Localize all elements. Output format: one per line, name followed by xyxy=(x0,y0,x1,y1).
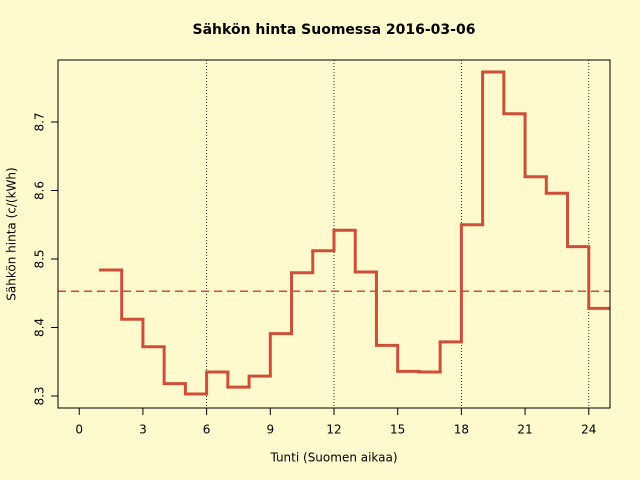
x-tick-label: 6 xyxy=(203,423,211,437)
x-tick-label: 24 xyxy=(581,423,596,437)
y-tick-label: 8.3 xyxy=(33,386,47,405)
x-axis-label: Tunti (Suomen aikaa) xyxy=(269,451,397,465)
y-tick-label: 8.7 xyxy=(33,112,47,131)
x-tick-label: 21 xyxy=(517,423,532,437)
x-tick-label: 12 xyxy=(326,423,341,437)
y-tick-label: 8.4 xyxy=(33,318,47,337)
y-tick-label: 8.6 xyxy=(33,181,47,200)
x-tick-label: 9 xyxy=(266,423,274,437)
x-tick-label: 3 xyxy=(139,423,147,437)
x-tick-label: 0 xyxy=(75,423,83,437)
x-tick-label: 18 xyxy=(454,423,469,437)
plot-frame xyxy=(57,59,611,409)
y-tick-label: 8.5 xyxy=(33,249,47,268)
plot-area xyxy=(58,70,610,396)
y-axis-label: Sähkön hinta (c/(kWh) xyxy=(5,167,19,300)
chart-title: Sähkön hinta Suomessa 2016-03-06 xyxy=(193,22,476,38)
x-tick-label: 15 xyxy=(390,423,405,437)
